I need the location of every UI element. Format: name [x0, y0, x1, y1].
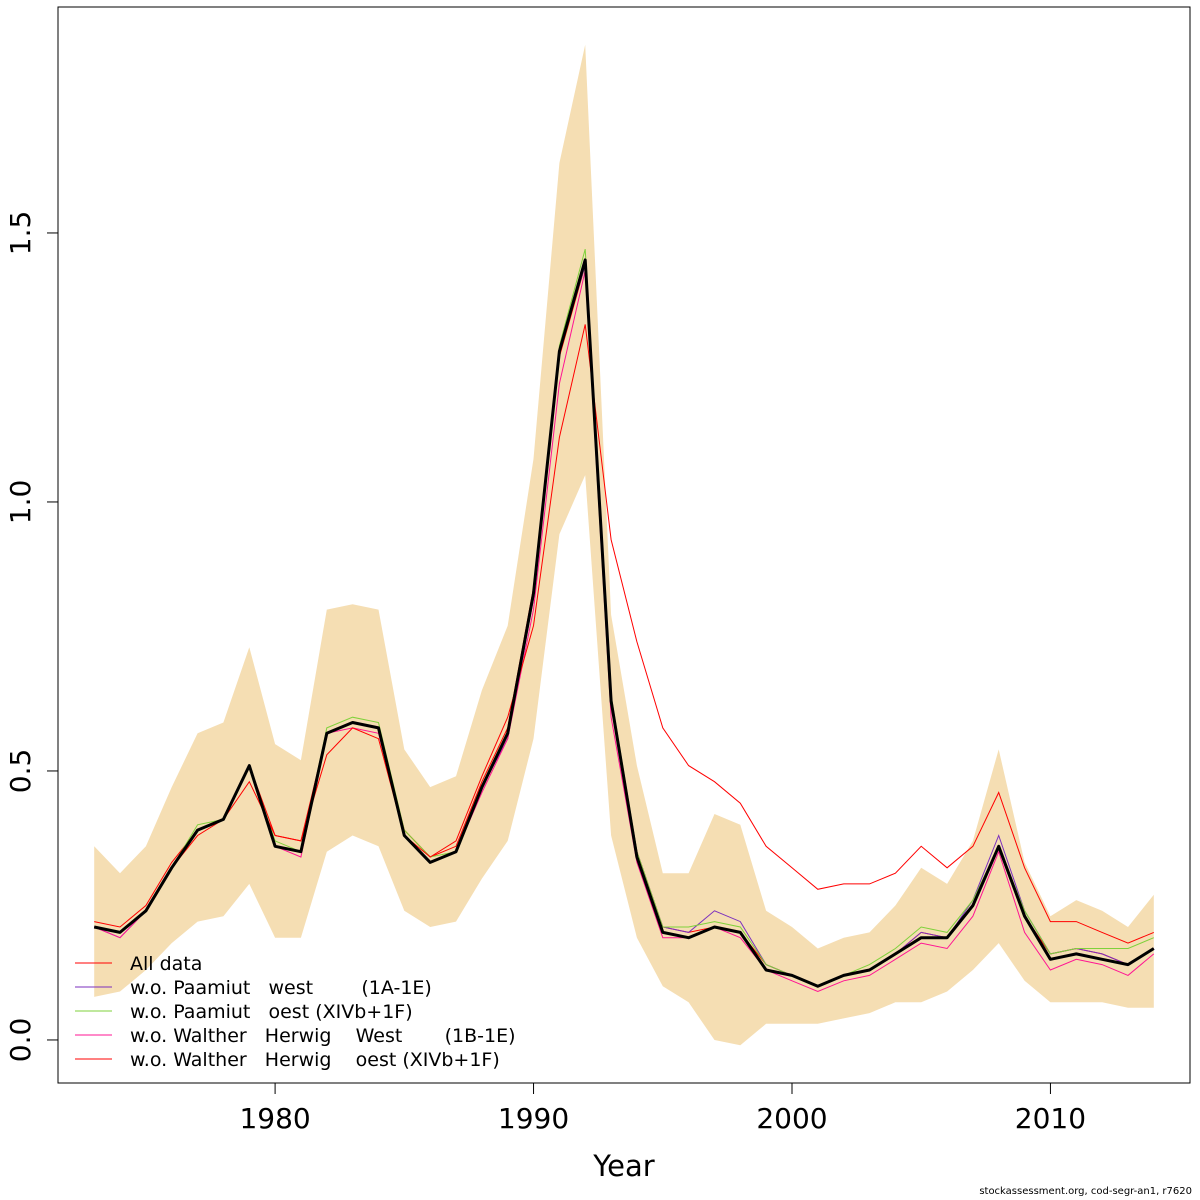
x-tick-label: 2000	[756, 1102, 827, 1135]
y-tick-label: 0.5	[4, 749, 37, 794]
footer-credit: stockassessment.org, cod-segr-an1, r7620	[979, 1186, 1192, 1197]
legend-label: w.o. Paamiut west (1A-1E)	[130, 977, 432, 999]
legend-label: w.o. Walther Herwig West (1B-1E)	[130, 1025, 516, 1047]
main-estimate-line	[93, 258, 1155, 988]
x-axis-label: Year	[592, 1149, 654, 1183]
y-tick-label: 1.0	[4, 480, 37, 525]
legend-label: w.o. Walther Herwig oest (XIVb+1F)	[130, 1049, 500, 1071]
x-tick-label: 1980	[239, 1102, 310, 1135]
confidence-band-layer	[94, 44, 1154, 1046]
legend-label: w.o. Paamiut oest (XIVb+1F)	[130, 1001, 413, 1023]
y-tick-label: 1.5	[4, 211, 37, 256]
x-tick-label: 1990	[498, 1102, 569, 1135]
axis-layer: 1980 1990 2000 2010 0.0 0.5 1.0 1.5	[4, 211, 1086, 1135]
x-tick-label: 2010	[1015, 1102, 1086, 1135]
series-line-5	[94, 324, 1154, 944]
legend-label: All data	[130, 953, 202, 975]
y-tick-label: 0.0	[4, 1018, 37, 1063]
series-layer	[93, 248, 1155, 993]
confidence-band	[94, 44, 1154, 1046]
